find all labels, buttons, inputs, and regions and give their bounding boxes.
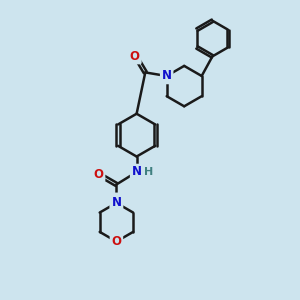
Text: O: O	[130, 50, 140, 63]
Text: O: O	[94, 168, 103, 181]
Text: N: N	[132, 166, 142, 178]
Text: N: N	[111, 194, 122, 207]
Text: N: N	[111, 196, 122, 209]
Text: H: H	[145, 167, 154, 177]
Text: N: N	[162, 70, 172, 83]
Text: O: O	[111, 235, 122, 248]
